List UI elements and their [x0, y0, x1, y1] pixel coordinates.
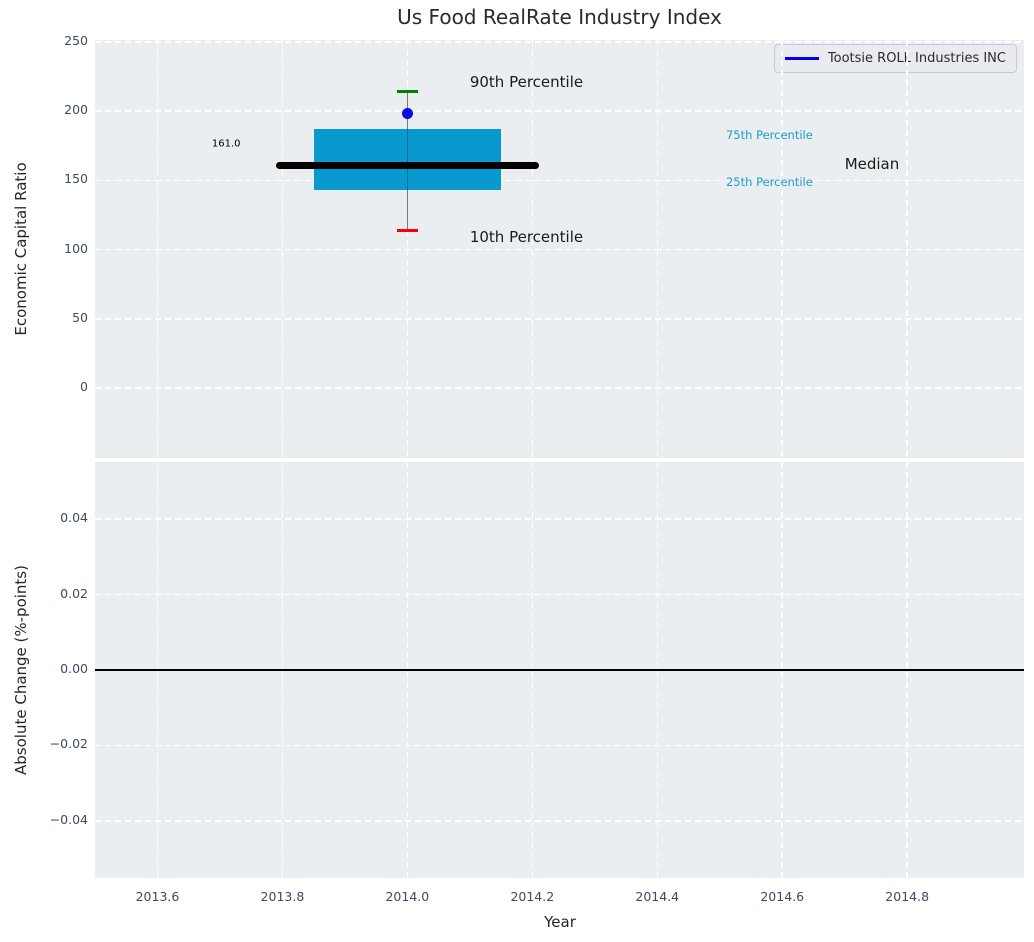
- gridline-y: [95, 593, 1024, 596]
- annotation-10th-percentile: 10th Percentile: [469, 228, 584, 247]
- y-tick-label: 50: [72, 309, 88, 325]
- gridline-y: [95, 744, 1024, 747]
- y-axis-label-bottom: Absolute Change (%-points): [12, 565, 30, 775]
- y-tick-label: 100: [64, 240, 88, 256]
- annotation-90th-percentile: 90th Percentile: [469, 73, 584, 92]
- x-tick-label: 2014.6: [760, 889, 805, 904]
- legend: Tootsie ROLL Industries INC: [773, 44, 1017, 73]
- y-tick-label: 0.00: [60, 661, 88, 676]
- x-tick-label: 2013.6: [135, 889, 180, 904]
- gridline-y: [95, 110, 1024, 112]
- p90-cap: [396, 90, 418, 94]
- gridline-y: [95, 41, 1024, 43]
- company-marker: [401, 108, 413, 120]
- legend-label: Tootsie ROLL Industries INC: [827, 51, 1006, 66]
- gridline-y: [95, 248, 1024, 251]
- p10-cap: [396, 228, 418, 232]
- x-tick-label: 2013.8: [260, 889, 305, 904]
- top-plot-area: Tootsie ROLL Industries INC 161.0 90th Pe…: [95, 40, 1024, 458]
- x-tick-label: 2014.8: [885, 889, 930, 904]
- y-tick-label: 0: [80, 378, 88, 394]
- gridline-y: [95, 518, 1024, 520]
- gridline-y: [95, 387, 1024, 389]
- legend-line-sample-icon: [784, 57, 819, 60]
- annotation-161-0: 161.0: [211, 138, 241, 150]
- x-tick-label: 2014.2: [510, 889, 555, 904]
- y-tick-label: 250: [64, 32, 88, 48]
- bottom-plot-area: [95, 462, 1024, 878]
- boxplot-whisker-overlay: [406, 129, 409, 191]
- y-tick-label: −0.04: [49, 811, 88, 827]
- boxplot-box: [313, 129, 502, 191]
- y-tick-label: 0.04: [60, 510, 88, 525]
- y-tick-label: 150: [64, 171, 88, 187]
- y-axis-label-top: Economic Capital Ratio: [12, 162, 30, 336]
- y-tick-label: 0.02: [60, 585, 88, 601]
- x-tick-label: 2014.4: [635, 889, 680, 904]
- y-tick-label: 200: [64, 102, 88, 118]
- zero-line: [95, 669, 1024, 671]
- chart-title: Us Food RealRate Industry Index: [397, 5, 722, 29]
- gridline-y: [95, 318, 1024, 320]
- annotation-75th-percentile: 75th Percentile: [725, 127, 813, 142]
- gridline-y: [95, 820, 1024, 822]
- y-tick-label: −0.02: [49, 736, 88, 752]
- x-axis-label: Year: [544, 913, 576, 931]
- x-tick-label: 2014.0: [385, 889, 430, 904]
- boxplot-median-line: [276, 161, 539, 169]
- annotation-median: Median: [844, 154, 900, 173]
- annotation-25th-percentile: 25th Percentile: [725, 174, 813, 189]
- gridline-y: [95, 179, 1024, 182]
